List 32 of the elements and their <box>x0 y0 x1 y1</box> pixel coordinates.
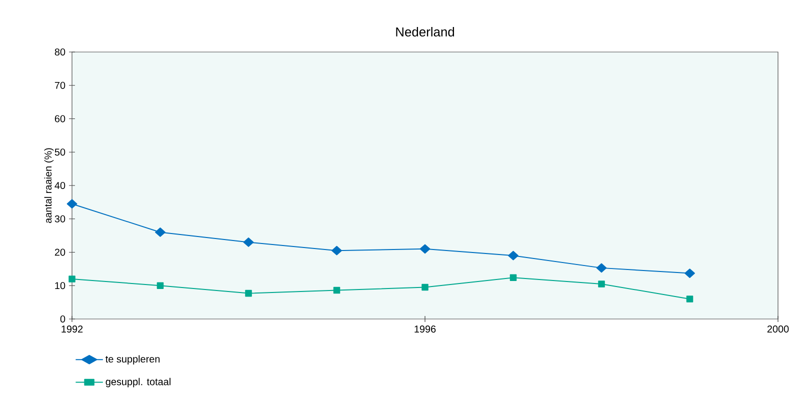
point <box>596 263 607 273</box>
point <box>66 199 78 209</box>
legend-label: gesuppl. totaal <box>106 378 170 388</box>
y-tick-label: 60 <box>54 115 66 122</box>
y-axis-title: aantal raaien (%) <box>44 148 54 224</box>
point <box>686 296 694 302</box>
y-tick-label: 50 <box>54 148 66 156</box>
y-tick-label: 80 <box>54 48 66 56</box>
x-tick-label: 1992 <box>62 326 83 333</box>
x-tick-label: 2000 <box>767 326 789 333</box>
chart-title: Nederland <box>396 26 454 37</box>
point <box>598 280 605 288</box>
x-tick-label: 1996 <box>414 326 436 333</box>
point <box>245 290 252 297</box>
point <box>510 274 517 282</box>
y-tick-label: 70 <box>54 82 66 89</box>
y-tick-label: 30 <box>54 215 66 222</box>
legend-label: te suppleren <box>106 355 160 365</box>
y-tick-label: 20 <box>54 248 66 256</box>
point <box>333 286 340 294</box>
y-tick-label: 10 <box>55 282 66 290</box>
point <box>684 268 695 278</box>
point <box>422 284 428 291</box>
point <box>420 244 430 254</box>
point <box>332 246 342 256</box>
point <box>68 276 76 282</box>
point <box>155 228 166 237</box>
point <box>508 250 518 260</box>
point <box>156 282 164 290</box>
point <box>243 238 254 247</box>
y-tick-label: 40 <box>54 182 66 190</box>
y-tick-label: 0 <box>60 315 66 323</box>
